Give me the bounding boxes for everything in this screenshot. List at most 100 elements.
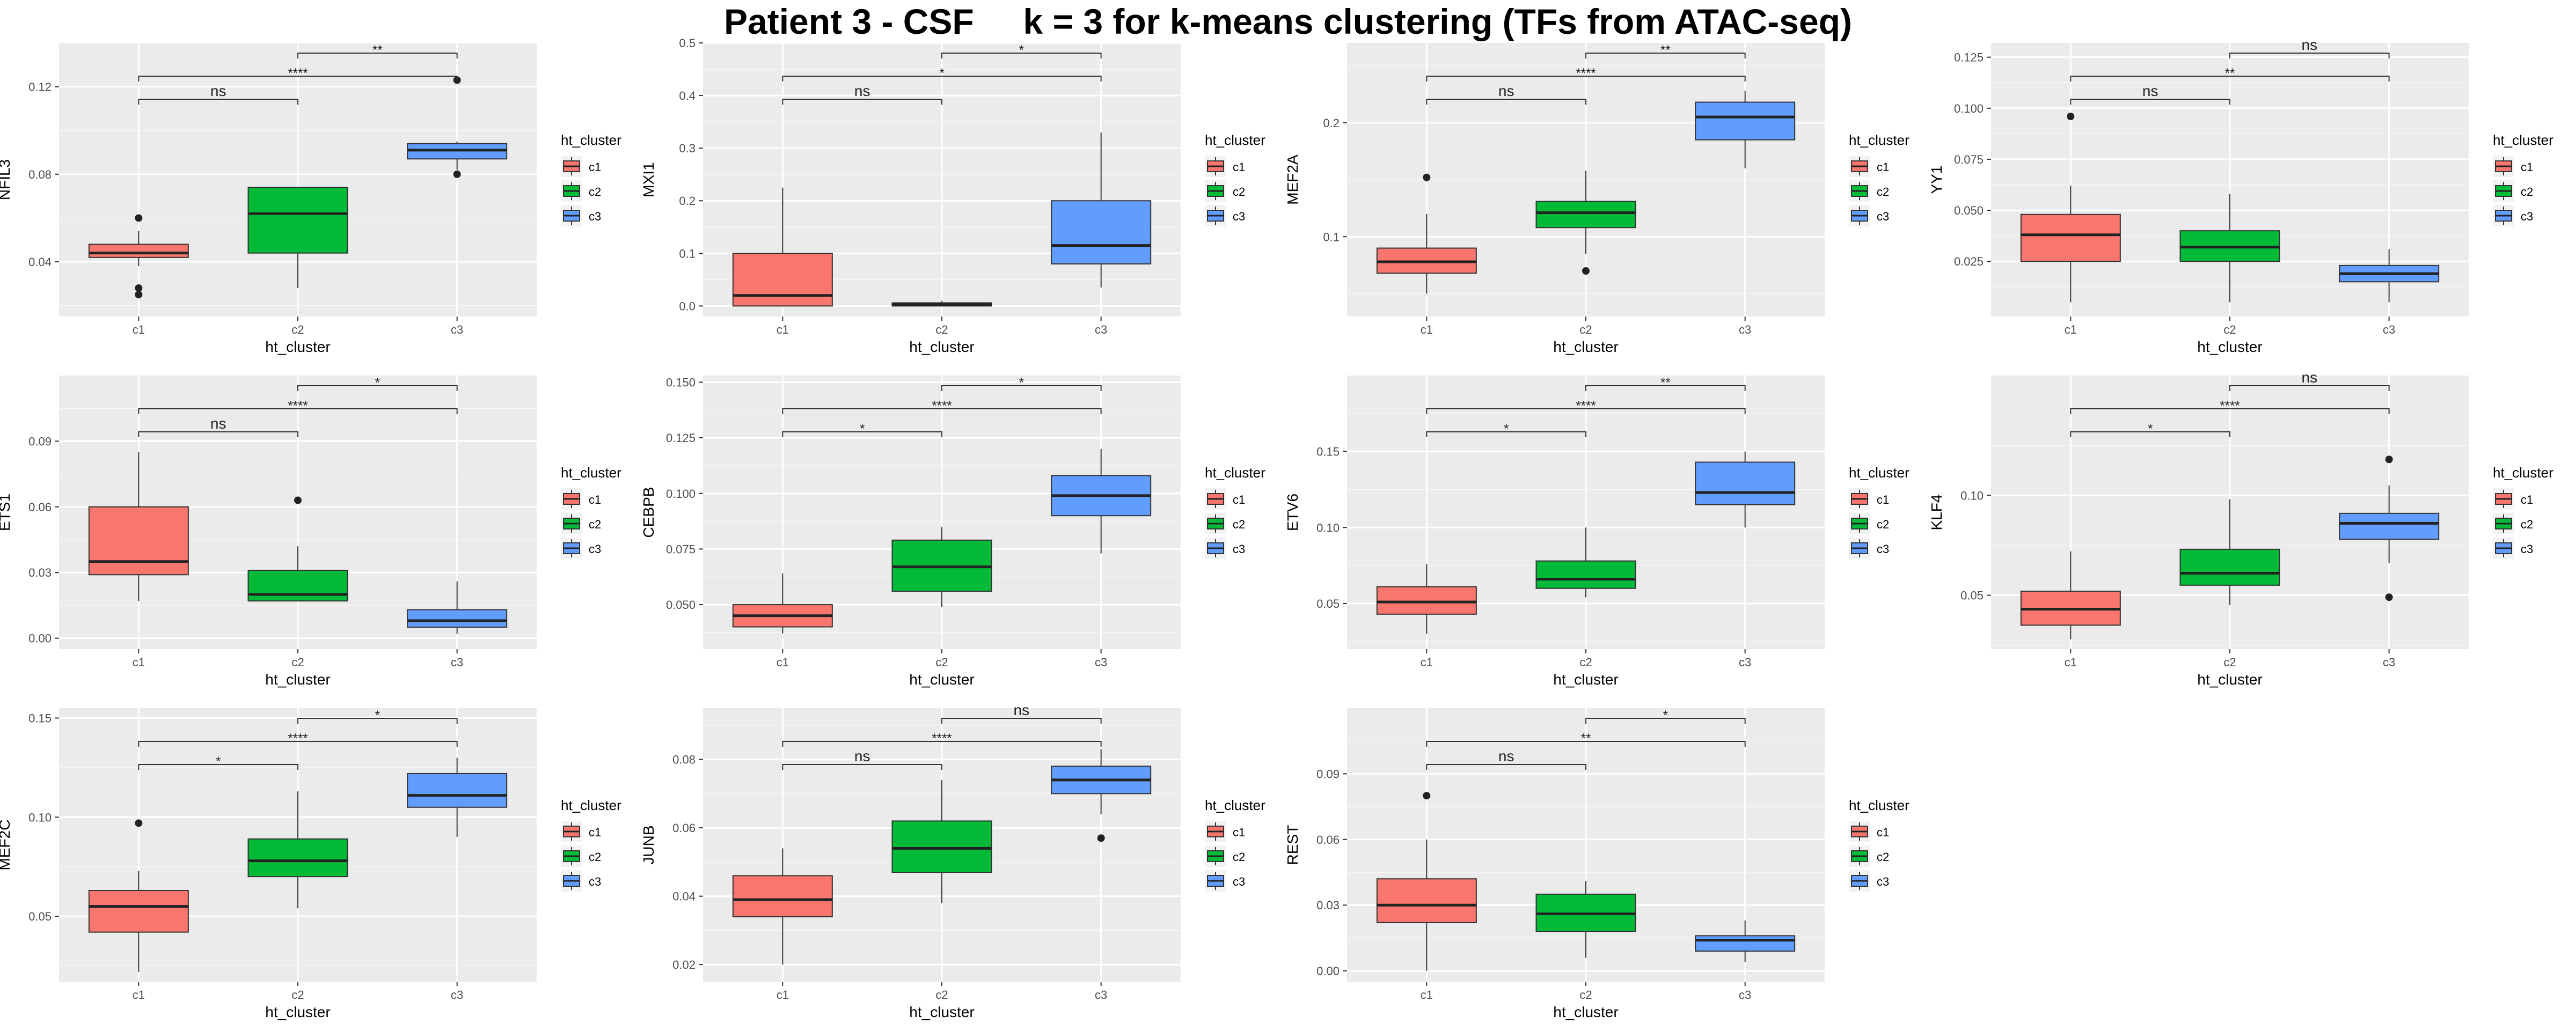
y-tick-label: 0.05 bbox=[1316, 597, 1340, 610]
legend-title: ht_cluster bbox=[561, 465, 621, 481]
y-tick-label: 0.050 bbox=[666, 598, 696, 612]
x-axis-title: ht_cluster bbox=[1553, 1004, 1618, 1020]
box-c1 bbox=[88, 890, 189, 933]
x-tick-label: c1 bbox=[133, 323, 145, 336]
legend-label: c1 bbox=[589, 160, 601, 174]
comparison-bracket bbox=[2070, 431, 2230, 437]
comparison-bracket bbox=[941, 718, 1102, 724]
box-c2 bbox=[891, 820, 992, 873]
x-tick-label: c3 bbox=[1739, 988, 1751, 1002]
significance-label: * bbox=[1663, 708, 1668, 723]
comparison-bracket bbox=[1585, 385, 1746, 391]
x-axis-title: ht_cluster bbox=[265, 671, 330, 688]
x-tick-label: c2 bbox=[291, 656, 304, 669]
legend-label: c3 bbox=[2521, 542, 2533, 556]
y-tick-label: 0.100 bbox=[1954, 102, 1984, 115]
x-tick-label: c1 bbox=[133, 988, 145, 1002]
y-tick-label: 0.150 bbox=[666, 376, 696, 389]
box-c3 bbox=[1695, 935, 1796, 952]
legend-label: c1 bbox=[1233, 160, 1245, 174]
y-tick-label: 0.05 bbox=[1960, 588, 1984, 602]
x-axis-title: ht_cluster bbox=[1553, 339, 1618, 355]
comparison-bracket bbox=[297, 385, 458, 391]
comparison-bracket bbox=[1426, 431, 1586, 437]
significance-label: ns bbox=[210, 83, 226, 99]
legend-label: c1 bbox=[1877, 826, 1889, 839]
significance-label: * bbox=[216, 754, 221, 769]
y-tick-label: 0.1 bbox=[1323, 230, 1340, 244]
significance-label: ** bbox=[2225, 66, 2235, 80]
box-c1 bbox=[88, 506, 189, 576]
y-tick-label: 0.5 bbox=[679, 36, 696, 50]
y-tick-label: 0.09 bbox=[28, 435, 52, 448]
x-axis-title: ht_cluster bbox=[909, 339, 974, 355]
significance-label: ** bbox=[1581, 731, 1591, 746]
y-tick-label: 0.10 bbox=[28, 811, 52, 824]
y-tick-label: 0.125 bbox=[1954, 51, 1984, 64]
legend-label: c3 bbox=[1877, 542, 1889, 556]
x-tick-label: c1 bbox=[1421, 323, 1433, 336]
significance-label: * bbox=[860, 422, 865, 436]
box-c2 bbox=[1535, 201, 1636, 229]
x-tick-label: c2 bbox=[2223, 656, 2236, 669]
legend-label: c3 bbox=[1233, 875, 1245, 888]
legend-label: c3 bbox=[1233, 542, 1245, 556]
box-c3 bbox=[2339, 512, 2440, 540]
significance-label: * bbox=[375, 708, 380, 723]
legend-label: c2 bbox=[1877, 518, 1889, 531]
legend-label: c3 bbox=[589, 210, 601, 223]
y-tick-label: 0.4 bbox=[679, 89, 696, 102]
outlier-point bbox=[135, 214, 143, 222]
comparison-bracket bbox=[782, 764, 942, 770]
significance-label: * bbox=[1504, 422, 1509, 436]
legend-label: c3 bbox=[589, 542, 601, 556]
x-axis-title: ht_cluster bbox=[909, 1004, 974, 1020]
x-tick-label: c1 bbox=[777, 656, 789, 669]
y-tick-label: 0.15 bbox=[1316, 445, 1340, 459]
box-c1 bbox=[1376, 586, 1477, 615]
outlier-point bbox=[1423, 792, 1431, 800]
x-tick-label: c1 bbox=[777, 323, 789, 336]
y-tick-label: 0.04 bbox=[28, 255, 52, 269]
y-tick-label: 0.09 bbox=[1316, 767, 1340, 781]
comparison-bracket bbox=[782, 741, 1102, 747]
box-c2 bbox=[247, 187, 348, 254]
significance-label: ** bbox=[372, 43, 383, 57]
significance-label: ns bbox=[210, 415, 226, 432]
y-axis-title: ETV6 bbox=[1284, 494, 1301, 531]
x-tick-label: c1 bbox=[133, 656, 145, 669]
y-axis-title: CEBPB bbox=[640, 487, 657, 538]
x-tick-label: c3 bbox=[1095, 988, 1107, 1002]
significance-label: ns bbox=[2302, 36, 2318, 53]
comparison-bracket bbox=[1426, 764, 1586, 770]
x-tick-label: c3 bbox=[1095, 323, 1107, 336]
legend-label: c2 bbox=[1233, 185, 1245, 198]
outlier-point bbox=[1423, 173, 1431, 181]
significance-label: ** bbox=[1660, 376, 1671, 390]
y-tick-label: 0.2 bbox=[1323, 116, 1340, 130]
x-tick-label: c2 bbox=[1579, 323, 1592, 336]
significance-label: * bbox=[1019, 43, 1024, 57]
outlier-point bbox=[294, 496, 302, 504]
y-tick-label: 0.100 bbox=[666, 487, 696, 501]
x-tick-label: c2 bbox=[1579, 988, 1592, 1002]
legend-label: c3 bbox=[1877, 210, 1889, 223]
box-c1 bbox=[88, 244, 189, 258]
box-c3 bbox=[407, 609, 508, 628]
significance-label: ns bbox=[2302, 369, 2318, 386]
comparison-bracket bbox=[138, 99, 298, 105]
x-tick-label: c2 bbox=[2223, 323, 2236, 336]
x-tick-label: c1 bbox=[1421, 656, 1433, 669]
y-axis-title: KLF4 bbox=[1928, 495, 1945, 531]
x-tick-label: c2 bbox=[935, 988, 948, 1002]
y-tick-label: 0.3 bbox=[679, 142, 696, 155]
outlier-point bbox=[2385, 593, 2393, 601]
comparison-bracket bbox=[1426, 741, 1746, 747]
comparison-bracket bbox=[297, 53, 458, 58]
significance-label: ** bbox=[1660, 43, 1671, 57]
legend-label: c2 bbox=[2521, 518, 2533, 531]
outlier-point bbox=[1582, 267, 1590, 275]
